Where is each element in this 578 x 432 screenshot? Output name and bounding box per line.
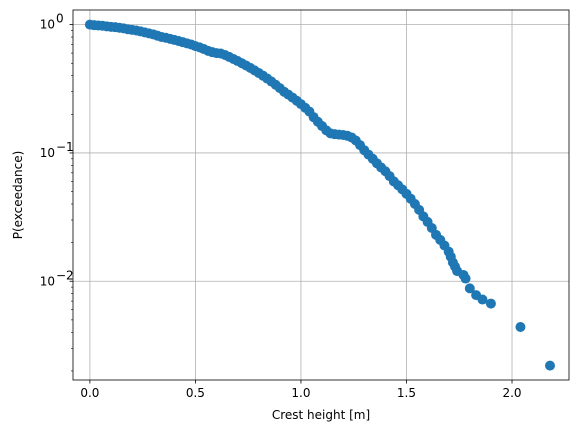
y-tick-exponent: −2	[56, 268, 74, 282]
x-tick-label: 0.0	[80, 386, 99, 400]
x-tick-label: 1.5	[397, 386, 416, 400]
x-axis-ticks: 0.0 0.5 1.0 1.5 2.0	[80, 380, 522, 400]
data-point	[464, 283, 475, 294]
data-points	[84, 19, 556, 371]
data-point	[460, 273, 471, 284]
plot-frame	[72, 9, 570, 381]
y-tick-exponent: 0	[56, 12, 64, 26]
y-tick-label: 10	[40, 274, 55, 288]
x-tick-label: 1.0	[291, 386, 310, 400]
data-point	[515, 322, 526, 333]
y-tick-label: 10	[40, 18, 55, 32]
data-point	[485, 298, 496, 309]
y-tick-exponent: −1	[56, 140, 74, 154]
y-axis-label: P(exceedance)	[11, 151, 25, 240]
x-tick-label: 2.0	[502, 386, 521, 400]
x-tick-label: 0.5	[186, 386, 205, 400]
data-point	[545, 360, 556, 371]
data-point	[477, 294, 488, 305]
y-tick-label: 10	[40, 146, 55, 160]
x-axis-label: Crest height [m]	[272, 408, 370, 422]
grid	[73, 10, 569, 380]
